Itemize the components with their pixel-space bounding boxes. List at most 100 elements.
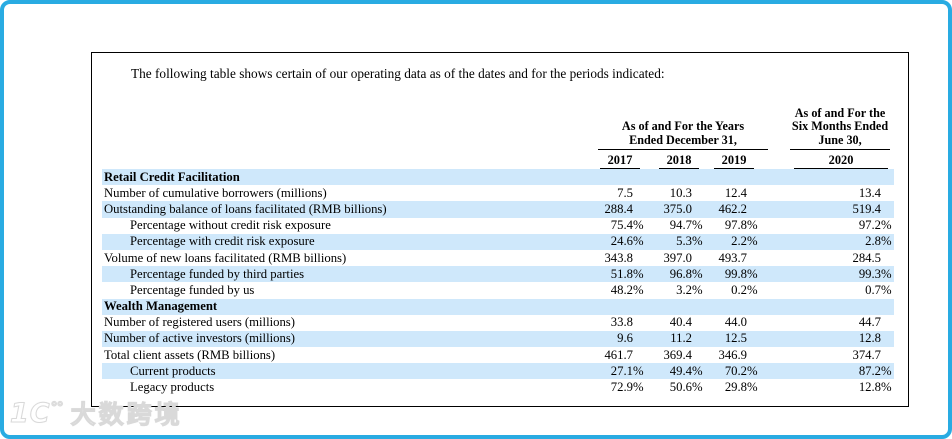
cell-value-2018: 3.2%: [676, 282, 703, 297]
six-months-line2: Six Months Ended: [791, 119, 889, 133]
cell-value-2018: 369.4: [663, 347, 692, 362]
cell-value-2018: [646, 299, 705, 315]
row-label: Total client assets (RMB billions): [104, 347, 276, 362]
cell-value-2019: [705, 299, 760, 315]
six-months-line1: As of and For the: [794, 105, 886, 120]
cell-value-2020: 44.7: [858, 315, 882, 330]
table-row: Percentage with credit risk exposure 24.…: [102, 233, 895, 250]
row-label: Percentage funded by us: [130, 282, 255, 297]
table-row: Legacy products 72.9% 50.6% 29.8% 12.8%: [102, 379, 894, 395]
cell-value-2018: 5.3%: [676, 234, 703, 249]
cell-value-2020: 12.8%: [858, 380, 892, 395]
year-header-2017: 2017: [590, 150, 646, 169]
cell-value-2020: [760, 299, 894, 315]
table-row: Wealth Management: [102, 298, 895, 315]
cell-value-2020: 284.5: [852, 250, 882, 265]
cell-value-2019: 29.8%: [724, 380, 758, 395]
cell-value-2017: 51.8%: [610, 266, 644, 281]
years-group-header: As of and For the Years Ended December 3…: [590, 103, 769, 150]
cell-value-2019: 99.8%: [724, 266, 758, 281]
cell-value-2020: 99.3%: [858, 266, 892, 281]
cell-value-2017: [590, 169, 646, 185]
table-row: Percentage without credit risk exposure …: [102, 218, 894, 234]
cell-value-2017: 461.7: [604, 347, 633, 362]
row-label: Outstanding balance of loans facilitated…: [104, 201, 387, 216]
row-label: Retail Credit Facilitation: [104, 169, 240, 184]
cell-value-2017: 27.1%: [610, 363, 644, 378]
cell-value-2020: 12.8: [858, 331, 882, 346]
cell-value-2019: [705, 169, 760, 185]
watermark-text: 大数跨境: [70, 400, 183, 430]
cell-value-2018: 50.6%: [669, 380, 703, 395]
document-box: The following table shows certain of our…: [91, 52, 909, 407]
cell-value-2017: 288.4: [604, 201, 633, 216]
table-body: Retail Credit Facilitation Number of cum…: [102, 169, 895, 396]
cell-value-2017: 9.6: [617, 331, 633, 346]
operating-data-table: As of and For the Years Ended December 3…: [102, 103, 895, 396]
label-column-header: [102, 103, 590, 150]
row-label: Number of registered users (millions): [104, 315, 295, 330]
table-row: Percentage funded by third parties 51.8%…: [102, 266, 895, 283]
cell-value-2019: 44.0: [724, 315, 748, 330]
cell-value-2017: 75.4%: [610, 218, 644, 233]
cell-value-2019: 97.8%: [724, 218, 758, 233]
cell-value-2018: 10.3: [669, 185, 692, 200]
table-row: Current products 27.1% 49.4% 70.2% 87.2%: [102, 363, 895, 380]
cell-value-2019: 0.2%: [731, 282, 758, 297]
cell-value-2019: 462.2: [718, 201, 748, 216]
year-header-2019: 2019: [705, 150, 760, 169]
year-header-2020: 2020: [760, 150, 894, 169]
years-group-line1: As of and For the Years: [621, 119, 745, 133]
cell-value-2020: [760, 169, 894, 185]
cell-value-2019: 2.2%: [731, 234, 758, 249]
year-header-2018: 2018: [646, 150, 705, 169]
table-row: Number of cumulative borrowers (millions…: [102, 185, 894, 201]
cell-value-2020: 374.7: [852, 347, 882, 362]
cell-value-2020: 87.2%: [858, 363, 892, 378]
cell-value-2019: 12.4: [724, 185, 748, 200]
row-label: Percentage without credit risk exposure: [130, 218, 331, 233]
table-row: Total client assets (RMB billions) 461.7…: [102, 347, 894, 363]
cell-value-2017: 72.9%: [610, 380, 644, 395]
cell-value-2017: 7.5: [617, 185, 633, 200]
cell-value-2018: 96.8%: [669, 266, 703, 281]
cell-value-2020: 13.4: [858, 185, 882, 200]
row-label: Legacy products: [130, 380, 215, 395]
cell-value-2018: 397.0: [663, 250, 692, 265]
intro-paragraph: The following table shows certain of our…: [131, 66, 665, 81]
row-label: Wealth Management: [104, 299, 218, 314]
cell-value-2020: 0.7%: [865, 282, 892, 297]
cell-value-2019: 493.7: [718, 250, 748, 265]
column-group-header-row: As of and For the Years Ended December 3…: [102, 103, 894, 150]
table-row: Number of registered users (millions) 33…: [102, 315, 894, 331]
table-row: Volume of new loans facilitated (RMB bil…: [102, 250, 894, 266]
cell-value-2017: 33.8: [610, 315, 633, 330]
watermark: 1C°° 大数跨境: [10, 395, 183, 431]
cell-value-2019: 12.5: [724, 331, 748, 346]
table-head: As of and For the Years Ended December 3…: [102, 103, 894, 169]
cell-value-2018: [646, 169, 705, 185]
table-row: Retail Credit Facilitation: [102, 169, 895, 186]
cell-value-2019: 70.2%: [724, 363, 758, 378]
cell-value-2017: 48.2%: [610, 282, 644, 297]
row-label: Percentage with credit risk exposure: [130, 234, 315, 249]
six-months-group-underline: As of and For the Six Months Ended June …: [790, 105, 891, 150]
cell-value-2019: 346.9: [718, 347, 748, 362]
cell-value-2018: 94.7%: [669, 218, 703, 233]
row-label: Number of active investors (millions): [104, 331, 295, 346]
cell-value-2017: 24.6%: [610, 234, 644, 249]
row-label: Number of cumulative borrowers (millions…: [104, 185, 327, 200]
cell-value-2020: 2.8%: [865, 234, 892, 249]
row-label: Percentage funded by third parties: [130, 266, 305, 281]
six-months-line3: June 30,: [818, 132, 862, 147]
cell-value-2020: 519.4: [852, 201, 882, 216]
cell-value-2018: 49.4%: [669, 363, 703, 378]
six-months-group-header: As of and For the Six Months Ended June …: [760, 103, 894, 150]
years-group-line2: Ended December 31,: [629, 132, 737, 147]
row-label: Volume of new loans facilitated (RMB bil…: [104, 250, 347, 265]
row-label: Current products: [130, 363, 216, 378]
table-row: Percentage funded by us 48.2% 3.2% 0.2% …: [102, 282, 894, 298]
watermark-logo-icon: 1C°°: [10, 397, 65, 429]
cell-value-2018: 40.4: [669, 315, 692, 330]
